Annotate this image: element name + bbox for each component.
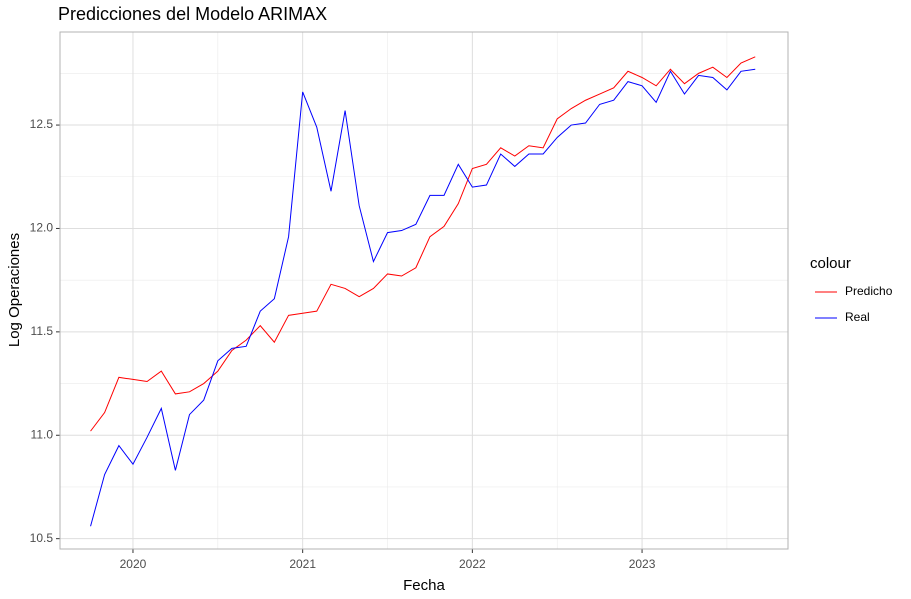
y-tick-label: 11.0 xyxy=(31,427,54,441)
x-axis-label: Fecha xyxy=(403,577,445,594)
y-tick-label: 11.5 xyxy=(31,324,54,338)
legend-label: Real xyxy=(845,310,870,324)
x-tick-label: 2022 xyxy=(459,557,486,571)
x-tick-label: 2023 xyxy=(629,557,656,571)
legend-label: Predicho xyxy=(845,284,893,298)
panel-border xyxy=(59,31,789,550)
chart-title: Predicciones del Modelo ARIMAX xyxy=(58,4,327,24)
series-line xyxy=(90,56,756,432)
x-tick-label: 2020 xyxy=(120,557,147,571)
legend-title: colour xyxy=(810,255,851,272)
y-tick-label: 12.0 xyxy=(30,221,54,235)
x-tick-label: 2021 xyxy=(289,557,316,571)
y-tick-label: 12.5 xyxy=(30,117,54,131)
y-axis-label: Log Operaciones xyxy=(6,233,23,347)
series-line xyxy=(90,68,756,527)
y-tick-label: 10.5 xyxy=(30,531,54,545)
